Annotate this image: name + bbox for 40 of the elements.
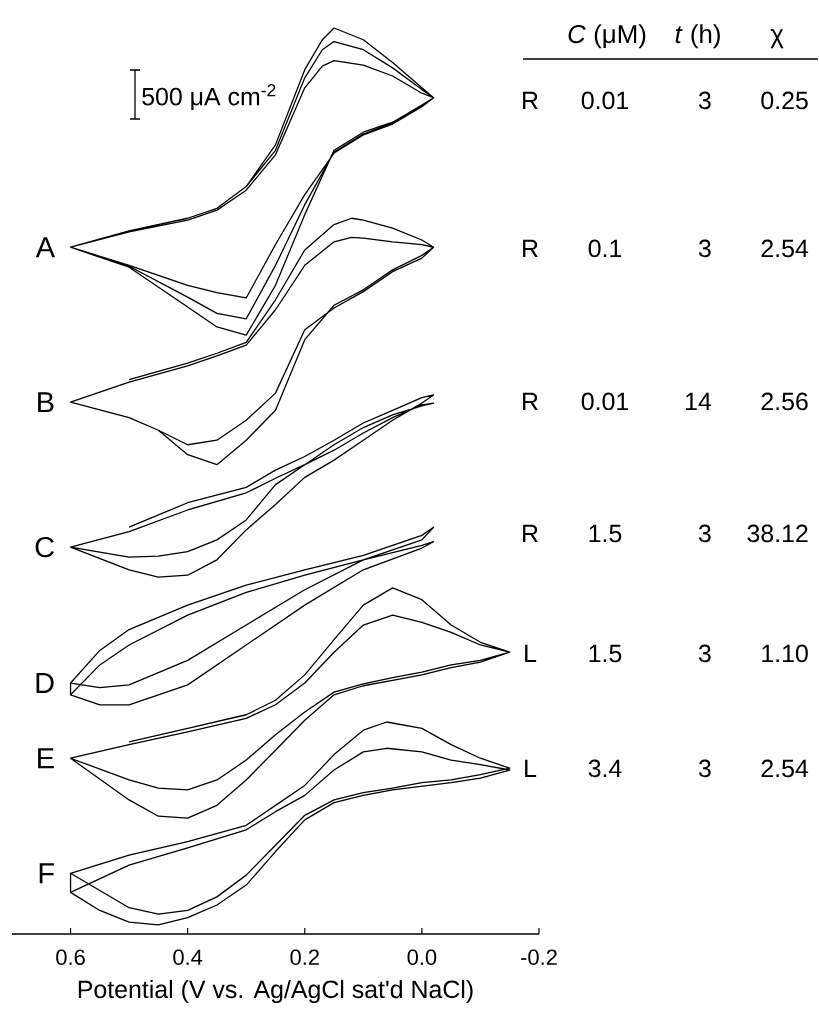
text: 2.54 [761,759,809,778]
text: 1.5 [589,644,622,663]
annotation: L [525,759,537,777]
annotation: R [523,524,538,542]
text: 0.01 [581,91,629,110]
text: 0.25 [761,91,808,110]
x-tick-label: 0.2 [290,949,320,966]
text: 3 [699,524,711,543]
text: C (μM) [568,24,646,49]
x-tick-label: 0.0 [407,949,437,966]
annotation: R [523,239,538,257]
x-tick-label: -0.2 [521,949,557,966]
series-label: C [35,536,55,558]
text: 3 [699,239,711,258]
text: 3 [699,91,711,110]
annotation: 500 μA cm$^{-2}$ [142,84,276,110]
text: 3.4 [588,759,622,778]
text: 0.1 [588,239,622,258]
text: 1.5 [589,524,622,543]
series-label: F [39,863,54,884]
text: 0.01 [581,392,629,411]
text: 38.12 [747,524,808,543]
series-label: E [38,748,54,769]
annotation: L [525,644,537,662]
text: 2.54 [761,239,809,258]
x-tick-label: 0.6 [56,949,85,966]
series-label: B [38,392,54,413]
x-axis-title: Potential (V vs. Ag/AgCl sat'd NaCl) [78,979,473,1004]
annotation: R [523,392,538,410]
x-tick-label: 0.4 [173,949,203,966]
text: 1.10 [762,644,808,663]
annotation: R [523,91,538,109]
text: 3 [699,644,711,663]
text: 14 [686,392,712,410]
text: χ [770,29,784,49]
text: 3 [699,759,711,778]
text: t (h) [675,24,720,49]
text: 2.56 [761,392,808,411]
series-label: D [36,673,54,693]
series-label: A [35,237,56,258]
